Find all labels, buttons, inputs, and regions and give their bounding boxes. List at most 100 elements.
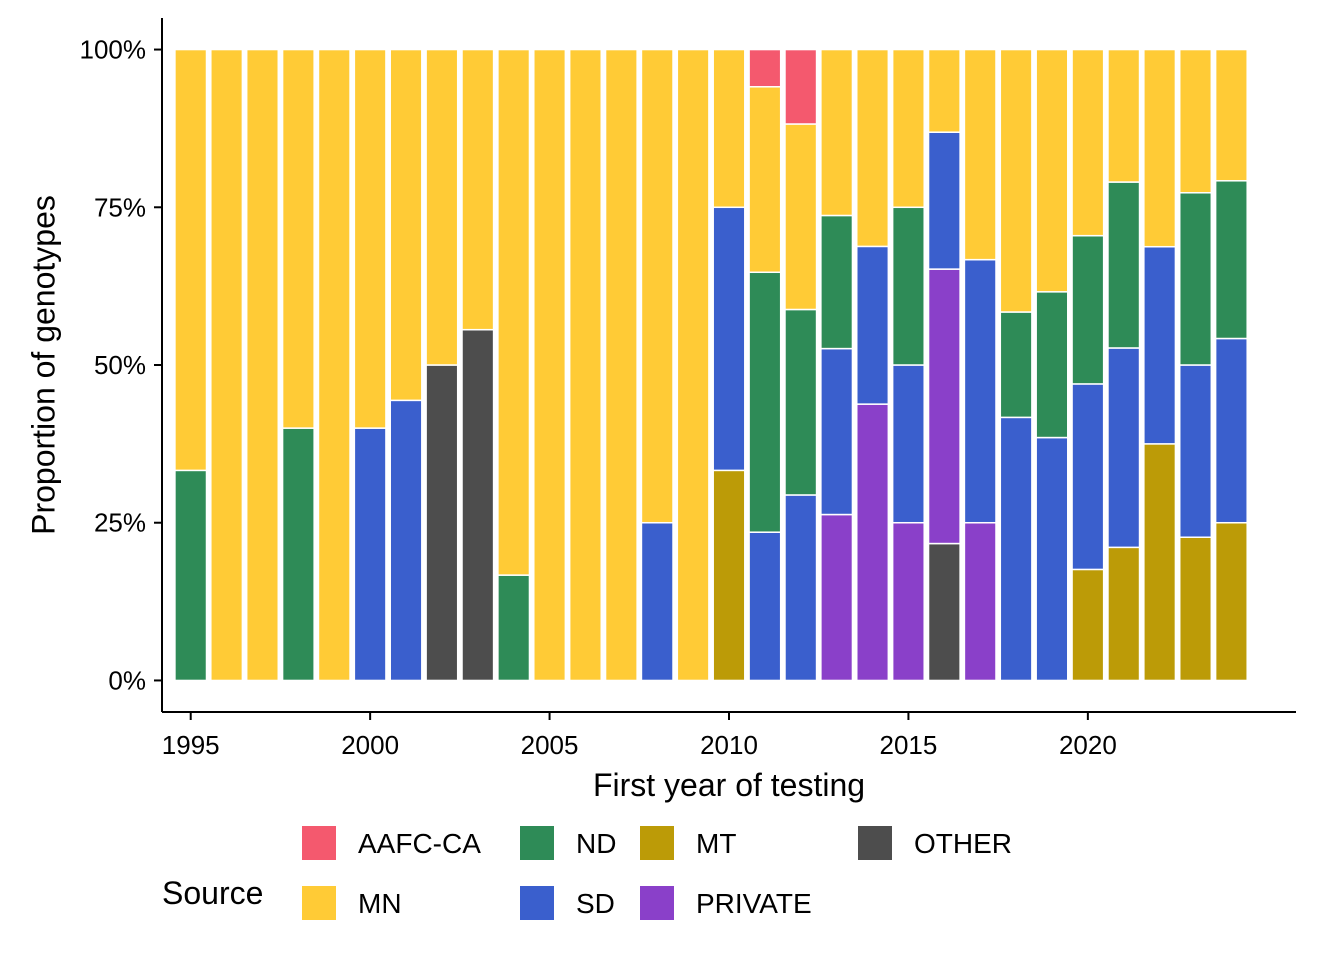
bar-segment-2007-mn [604, 48, 638, 682]
bar-segment-2020-nd [1071, 234, 1105, 385]
x-axis-title: First year of testing [593, 767, 865, 803]
bar-segment-2013-nd [820, 214, 854, 350]
bar-stack-2015 [891, 48, 925, 682]
bar-segment-2023-nd [1178, 192, 1213, 366]
bar-segment-2016-private [927, 268, 961, 545]
bar-segment-2000-sd [353, 427, 387, 682]
bar-segment-2004-nd [497, 574, 531, 682]
legend-item-nd: ND [520, 826, 616, 860]
legend-item-mt: MT [640, 826, 736, 860]
bar-segment-2024-mt [1214, 521, 1248, 682]
bar-stack-2009 [676, 48, 710, 682]
y-tick-label: 50% [94, 350, 146, 380]
bar-stack-2010 [712, 48, 746, 682]
bar-segment-2020-mt [1071, 568, 1105, 682]
bar-segment-2019-mn [1035, 48, 1069, 293]
bar-segment-2017-sd [963, 258, 997, 524]
bar-stack-2020 [1071, 48, 1105, 682]
bar-segment-2021-sd [1107, 347, 1141, 549]
bar-segment-2008-mn [640, 48, 674, 524]
bar-stack-2012 [784, 48, 818, 682]
y-axis-ticks: 0% 25% 50% 75% 100% [80, 35, 162, 695]
bar-stack-2014 [856, 48, 890, 682]
y-tick-label: 25% [94, 508, 146, 538]
legend-label: OTHER [914, 828, 1012, 859]
bar-segment-2012-mn [784, 123, 818, 311]
bar-segment-2021-mt [1107, 546, 1141, 682]
bar-segment-1995-nd [174, 469, 208, 682]
bar-stack-2021 [1107, 48, 1141, 682]
bar-segment-2016-sd [927, 131, 961, 270]
y-tick-label: 75% [94, 192, 146, 222]
bar-stack-2013 [820, 48, 854, 682]
legend-items: AAFC-CA MN ND SD MT PRIVATE OTHER [302, 826, 1012, 920]
x-tick-label: 2000 [341, 730, 399, 760]
legend-swatch [520, 826, 554, 860]
bar-stack-2000 [353, 48, 387, 682]
bar-segment-2024-nd [1214, 180, 1248, 340]
bar-segment-2005-mn [533, 48, 567, 682]
legend-label: MT [696, 828, 736, 859]
bar-segment-2010-mn [712, 48, 746, 209]
bar-segment-2010-mt [712, 469, 746, 682]
legend-swatch [520, 886, 554, 920]
bar-segment-2010-sd [712, 206, 746, 472]
bar-segment-1998-mn [281, 48, 315, 429]
legend-swatch [640, 826, 674, 860]
bar-stack-1999 [317, 48, 351, 682]
bar-segment-2018-mn [999, 48, 1033, 313]
y-tick-label: 0% [108, 665, 146, 695]
bar-stack-2011 [748, 48, 782, 682]
bar-stack-2001 [389, 48, 423, 682]
bar-segment-2013-sd [820, 347, 854, 516]
legend-item-private: PRIVATE [640, 886, 812, 920]
bar-segment-2012-nd [784, 308, 818, 496]
bar-segment-2019-sd [1035, 436, 1069, 682]
bar-segment-2018-nd [999, 311, 1033, 419]
bar-segment-1997-mn [245, 48, 280, 682]
bar-segment-2003-mn [461, 48, 495, 331]
x-tick-label: 2020 [1059, 730, 1117, 760]
bar-segment-1999-mn [317, 48, 351, 682]
legend-swatch [640, 886, 674, 920]
legend-swatch [302, 886, 336, 920]
x-tick-label: 2010 [700, 730, 758, 760]
bar-segment-2014-sd [856, 245, 890, 405]
x-tick-label: 1995 [162, 730, 220, 760]
bar-segment-2011-sd [748, 531, 782, 682]
legend-label: ND [576, 828, 616, 859]
legend: Source AAFC-CA MN ND SD MT PRIVATE OTHER [162, 826, 1012, 920]
legend-item-other: OTHER [858, 826, 1012, 860]
bar-segment-1998-nd [281, 427, 315, 682]
bar-segment-2011-nd [748, 271, 782, 533]
bar-segment-2015-private [891, 521, 925, 682]
bar-segment-2015-nd [891, 206, 925, 366]
bar-stack-2005 [533, 48, 567, 682]
bar-stack-2017 [963, 48, 997, 682]
bar-segment-2001-sd [389, 399, 423, 682]
bar-segment-2018-sd [999, 416, 1033, 682]
legend-item-mn: MN [302, 886, 402, 920]
y-tick-label: 100% [80, 35, 147, 65]
bar-segment-2024-sd [1214, 337, 1248, 524]
bar-segment-1995-mn [174, 48, 208, 472]
bar-segment-2012-sd [784, 494, 818, 682]
bar-segment-2020-mn [1071, 48, 1105, 237]
bar-segment-2024-mn [1214, 48, 1248, 182]
bar-stack-2018 [999, 48, 1033, 682]
bar-segment-2022-mt [1143, 443, 1177, 682]
bar-segment-2015-sd [891, 364, 925, 524]
legend-swatch [858, 826, 892, 860]
bar-segment-2009-mn [676, 48, 710, 682]
bar-stack-2008 [640, 48, 674, 682]
bar-stack-2019 [1035, 48, 1069, 682]
bar-segment-2023-mt [1178, 536, 1213, 682]
bar-segment-2001-mn [389, 48, 423, 402]
bar-segment-2016-other [927, 542, 961, 682]
plot-area: 0% 25% 50% 75% 100% 1995 2000 2005 2010 2015 2020 [80, 18, 1296, 760]
bar-segment-2023-mn [1178, 48, 1213, 194]
bar-segment-2016-mn [927, 48, 961, 133]
bars-layer [174, 48, 1248, 682]
bar-stack-2006 [568, 48, 602, 682]
